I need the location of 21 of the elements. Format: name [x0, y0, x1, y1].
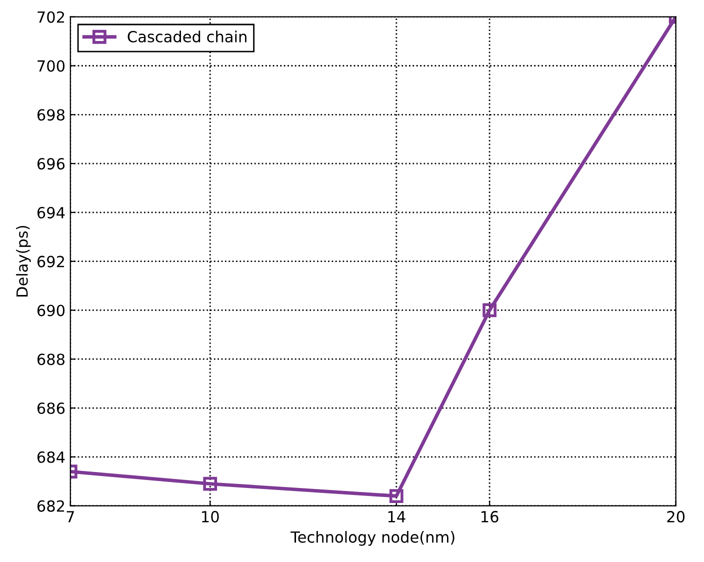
y-tick-label: 686 — [37, 402, 65, 414]
y-tick-label: 684 — [37, 451, 65, 463]
x-tick-label: 7 — [66, 511, 74, 522]
x-tick-label: 20 — [667, 510, 685, 522]
y-tick-label: 700 — [38, 60, 65, 72]
point — [482, 303, 496, 318]
x-tick-label: 10 — [202, 510, 219, 522]
y-tick-label: 696 — [37, 158, 65, 170]
y-tick-label: 692 — [37, 256, 64, 268]
x-axis-title: Technology node(nm) — [290, 531, 454, 546]
y-tick-label: 698 — [37, 109, 64, 121]
y-tick-label: 694 — [37, 206, 65, 218]
y-tick-label: 682 — [37, 500, 64, 512]
y-tick-label: 702 — [38, 11, 64, 23]
y-axis-title: Delay(ps) — [16, 226, 31, 297]
x-tick-label: 16 — [482, 510, 498, 522]
x-tick-label: 14 — [388, 511, 406, 522]
point — [389, 489, 404, 503]
y-tick-label: 690 — [37, 304, 65, 316]
legend-label: Cascaded chain — [128, 30, 246, 42]
y-tick-label: 688 — [37, 354, 64, 366]
